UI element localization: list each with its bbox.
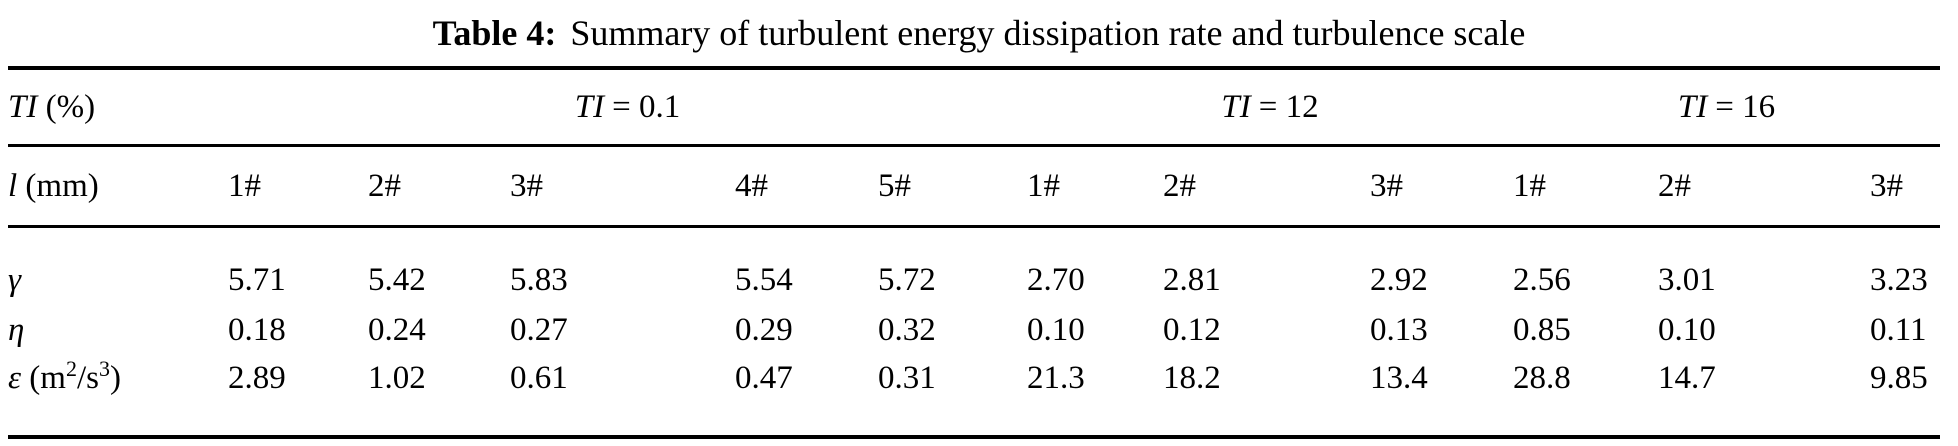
eta-row-label: η [8, 311, 25, 348]
epsilon-var: ε [8, 359, 22, 396]
col-header: 2# [1163, 145, 1370, 228]
ti-row-label: TI (%) [8, 68, 228, 147]
col-header: 3# [1370, 145, 1513, 228]
table-caption-text: Summary of turbulent energy dissipation … [570, 13, 1526, 53]
table-cell: 9.85 [1870, 359, 1928, 396]
l-var: l [8, 167, 18, 204]
table-cell: 0.32 [878, 311, 936, 348]
table-cell: 5.54 [735, 261, 793, 298]
table-cell: 0.27 [510, 311, 568, 348]
table-cell: 18.2 [1163, 359, 1221, 396]
table-cell: 2.89 [228, 359, 286, 396]
table-cell: 2.70 [1027, 261, 1085, 298]
table-cell: 0.47 [735, 359, 793, 396]
table-cell: 0.61 [510, 359, 568, 396]
table-cell: 5.71 [228, 261, 286, 298]
table-cell: 0.13 [1370, 311, 1428, 348]
table-cell: 0.12 [1163, 311, 1221, 348]
col-header: 1# [1513, 145, 1658, 228]
data-row-gamma: γ 5.71 5.42 5.83 5.54 5.72 2.70 2.81 2.9… [8, 227, 1940, 307]
epsilon-unit: (m2/s3) [29, 355, 121, 396]
epsilon-row-label: ε (m2/s3) [8, 354, 228, 437]
table-cell: 13.4 [1370, 359, 1428, 396]
header-row-ti: TI (%) TI = 0.1 TI = 12 TI = 16 [8, 68, 1940, 147]
table-cell: 0.11 [1870, 311, 1927, 348]
table-cell: 3.01 [1658, 261, 1716, 298]
ti-unit: (%) [45, 88, 96, 125]
table-cell: 0.24 [368, 311, 426, 348]
table-cell: 0.29 [735, 311, 793, 348]
table-cell: 0.10 [1658, 311, 1716, 348]
data-row-epsilon: ε (m2/s3) 2.89 1.02 0.61 0.47 0.31 21.3 … [8, 354, 1940, 437]
table-cell: 0.31 [878, 359, 936, 396]
l-row-label: l (mm) [8, 145, 228, 228]
table-cell: 2.81 [1163, 261, 1221, 298]
col-header: 3# [510, 145, 735, 228]
table-cell: 5.83 [510, 261, 568, 298]
table-cell: 1.02 [368, 359, 426, 396]
table-cell: 5.72 [878, 261, 936, 298]
table-cell: 5.42 [368, 261, 426, 298]
col-header: 1# [228, 145, 368, 228]
group-header-ti-12: TI = 12 [1027, 68, 1513, 147]
col-header: 5# [878, 145, 1027, 228]
table-cell: 3.23 [1870, 261, 1928, 298]
table-cell: 0.85 [1513, 311, 1571, 348]
col-header: 2# [368, 145, 510, 228]
data-row-eta: η 0.18 0.24 0.27 0.29 0.32 0.10 0.12 0.1… [8, 306, 1940, 354]
table-caption-label: Table 4: [432, 13, 557, 53]
l-unit: (mm) [25, 167, 99, 204]
group-header-ti-0-1: TI = 0.1 [228, 68, 1027, 147]
table-cell: 28.8 [1513, 359, 1571, 396]
col-header: 2# [1658, 145, 1870, 228]
ti-var: TI [8, 88, 38, 125]
table-cell: 14.7 [1658, 359, 1716, 396]
table-cell: 21.3 [1027, 359, 1085, 396]
table-cell: 0.18 [228, 311, 286, 348]
table-cell: 0.10 [1027, 311, 1085, 348]
table-cell: 2.92 [1370, 261, 1428, 298]
col-header: 1# [1027, 145, 1163, 228]
col-header: 4# [735, 145, 878, 228]
table-caption: Table 4: Summary of turbulent energy dis… [0, 0, 1958, 66]
group-header-ti-16: TI = 16 [1513, 68, 1940, 147]
col-header: 3# [1870, 145, 1940, 228]
header-row-l: l (mm) 1# 2# 3# 4# 5# 1# 2# 3# 1# 2# 3# [8, 145, 1940, 228]
turbulence-summary-table: TI (%) TI = 0.1 TI = 12 TI = 16 l (mm) 1 [8, 66, 1940, 439]
gamma-row-label: γ [8, 261, 22, 298]
table-cell: 2.56 [1513, 261, 1571, 298]
